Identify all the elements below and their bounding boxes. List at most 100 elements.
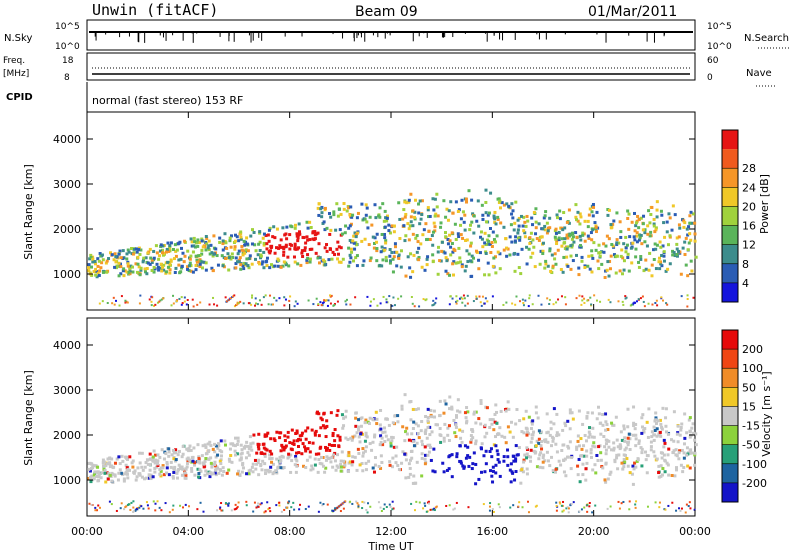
velocity-cell: [124, 463, 128, 467]
velocity-cell: [609, 470, 613, 474]
velocity-cell: [426, 453, 430, 457]
velocity-cell: [672, 410, 676, 414]
power-cell: [417, 246, 421, 250]
velocity-cell: [241, 466, 245, 470]
power-cell: [207, 239, 211, 243]
velocity-cell: [301, 442, 305, 446]
velocity-cell: [287, 452, 291, 456]
velocity-cell: [185, 447, 189, 451]
power-cell: [554, 227, 558, 231]
power-cell: [300, 249, 304, 253]
power-cell: [132, 247, 136, 251]
velocity-cell: [464, 416, 468, 420]
power-cell: [648, 251, 652, 255]
power-cell: [317, 202, 321, 206]
velocity-cell: [290, 459, 294, 463]
velocity-cell: [613, 458, 617, 462]
power-cell: [317, 213, 321, 217]
power-cell: [372, 298, 375, 301]
power-cell: [259, 254, 263, 258]
velocity-cell: [628, 508, 631, 511]
velocity-cell: [474, 439, 478, 443]
velocity-cell: [239, 457, 243, 461]
velocity-cell: [560, 504, 563, 507]
power-cell: [491, 230, 495, 234]
power-cell: [160, 298, 163, 301]
velocity-cell: [660, 425, 664, 429]
velocity-cell: [278, 455, 282, 459]
power-cell: [393, 245, 397, 249]
power-cell: [189, 264, 193, 268]
power-cell: [641, 295, 644, 298]
velocity-cell: [305, 458, 309, 462]
power-cell: [244, 248, 248, 252]
velocity-cell: [658, 506, 661, 509]
power-cell: [689, 238, 693, 242]
power-cell: [385, 216, 389, 220]
power-cell: [393, 242, 397, 246]
velocity-cell: [617, 500, 620, 503]
velocity-cell: [546, 440, 550, 444]
velocity-cell: [154, 458, 158, 462]
velocity-cell: [532, 449, 536, 453]
velocity-cell: [224, 502, 227, 505]
velocity-cell: [458, 428, 462, 432]
power-cell: [334, 228, 338, 232]
power-cell: [105, 259, 109, 263]
velocity-cell: [585, 454, 589, 458]
power-cell: [267, 303, 270, 306]
velocity-cell: [298, 438, 302, 442]
power-cell: [632, 303, 635, 306]
velocity-cell: [664, 508, 667, 511]
velocity-cell: [529, 440, 533, 444]
power-cell: [196, 254, 200, 258]
velocity-cell: [465, 406, 469, 410]
velocity-cell: [88, 469, 92, 473]
power-cell: [235, 235, 239, 239]
velocity-cell: [450, 475, 454, 479]
velocity-cell: [92, 477, 96, 481]
velocity-cell: [253, 501, 256, 504]
velocity-cell: [494, 471, 498, 475]
power-cell: [650, 274, 654, 278]
velocity-cell: [347, 450, 351, 454]
velocity-cell: [555, 501, 558, 504]
power-cell: [117, 274, 121, 278]
velocity-cell: [389, 505, 392, 508]
power-cell: [341, 257, 345, 261]
power-cell: [650, 263, 654, 267]
power-cell: [408, 224, 412, 228]
power-cell: [544, 259, 548, 263]
velocity-cell: [257, 447, 261, 451]
velocity-cell: [252, 510, 255, 513]
power-ytick-label: 4000: [53, 133, 81, 146]
velocity-cell: [210, 465, 214, 469]
power-cell: [493, 220, 497, 224]
power-cell: [526, 219, 530, 223]
velocity-cell: [509, 506, 512, 509]
velocity-cell: [216, 466, 220, 470]
power-cell: [211, 269, 215, 273]
velocity-cell: [689, 448, 693, 452]
power-cell: [308, 247, 312, 251]
power-cell: [688, 232, 692, 236]
velocity-cell: [562, 459, 566, 463]
velocity-cell: [546, 459, 550, 463]
power-cell: [675, 252, 679, 256]
velocity-cell: [460, 440, 464, 444]
velocity-cell: [203, 464, 207, 468]
power-cell: [592, 241, 596, 245]
velocity-cell: [661, 451, 665, 455]
velocity-cell: [580, 447, 584, 451]
power-cell: [455, 300, 458, 303]
power-cell: [152, 265, 156, 269]
power-cell: [663, 235, 667, 239]
nsky-trace: [89, 31, 693, 43]
velocity-cell: [681, 470, 685, 474]
power-cell: [245, 242, 249, 246]
power-cell: [155, 262, 159, 266]
velocity-cell: [498, 426, 502, 430]
velocity-cell: [152, 459, 156, 463]
power-cell: [411, 224, 415, 228]
power-cell: [475, 219, 479, 223]
